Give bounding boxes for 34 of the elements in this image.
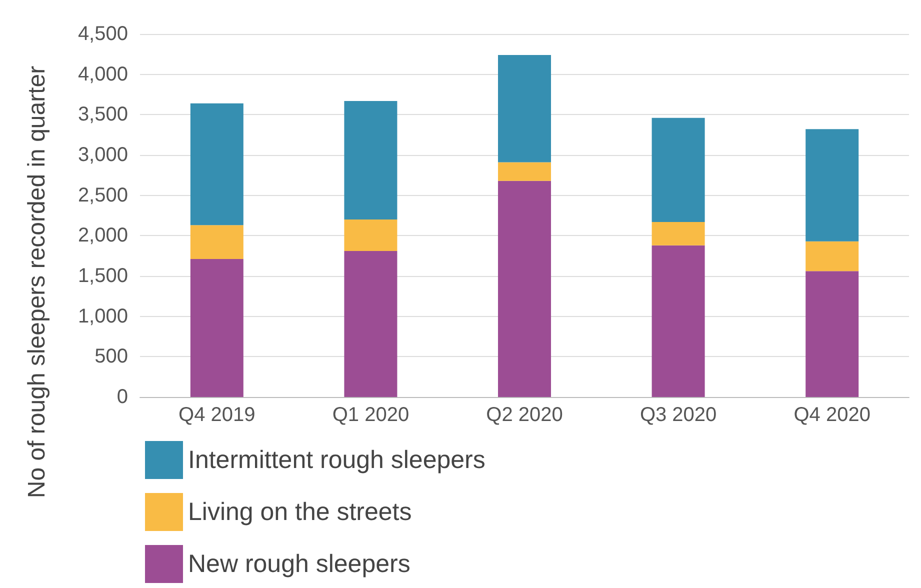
x-tick-label: Q4 2020 [794,404,870,426]
bar [652,118,705,222]
y-tick-label: 4,000 [78,63,128,86]
y-tick-label: 3,500 [78,104,128,126]
x-tick-label: Q1 2020 [332,404,410,426]
bar [652,222,705,246]
bar [344,100,398,220]
y-tick-label: 0 [116,386,128,408]
bar [652,245,705,397]
bar [190,225,244,260]
legend-label: Living on the streets [188,498,412,526]
y-tick-label: 1,000 [78,305,128,328]
bar [498,180,551,397]
bar [344,220,398,251]
y-tick-label: 1,500 [78,265,128,287]
bar [190,259,244,397]
y-tick-label: 3,000 [78,144,128,166]
bar [498,162,551,181]
bar [806,271,859,397]
y-tick-label: 500 [94,346,128,368]
x-tick-label: Q4 2019 [178,404,256,426]
bar [806,241,859,272]
bar [190,103,244,226]
y-tick-label: 2,500 [78,184,128,206]
legend-label: New rough sleepers [188,550,410,578]
bar [344,250,398,397]
bar [806,129,859,242]
y-tick-label: 4,500 [78,23,128,45]
x-tick-label: Q2 2020 [486,404,563,426]
x-tick-label: Q3 2020 [640,404,717,426]
y-tick-label: 2,000 [78,224,128,247]
bar [498,54,551,162]
legend-label: Intermittent rough sleepers [188,446,486,474]
y-axis-title: No of rough sleepers recorded in quarter [24,66,50,498]
